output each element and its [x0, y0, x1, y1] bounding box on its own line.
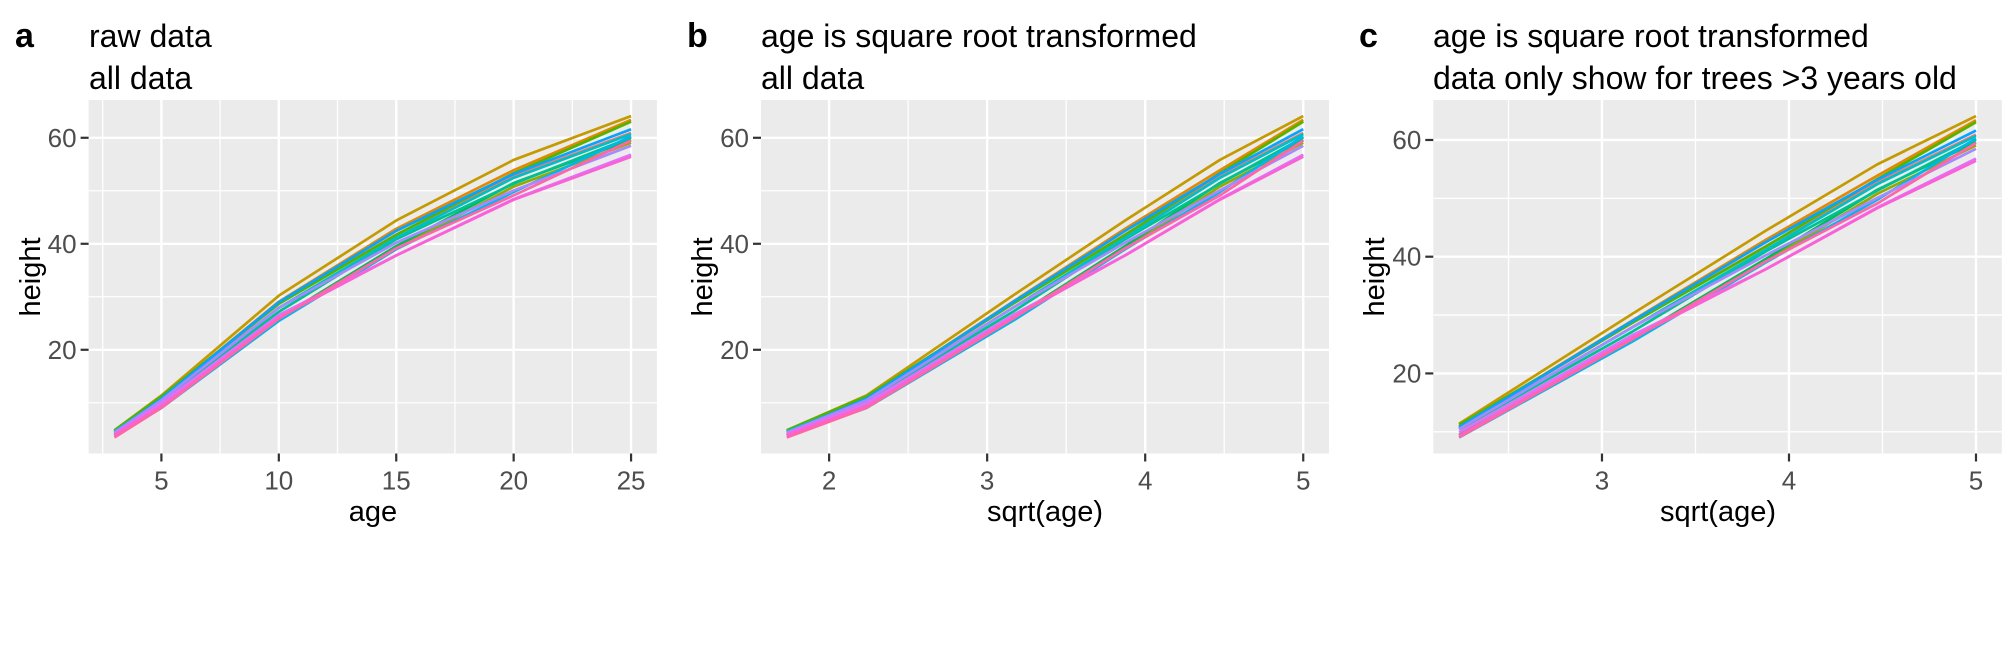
series-line	[786, 155, 1304, 437]
panel-c-plot-area: 3 4 5 20 40 60	[1392, 100, 2002, 496]
series-line	[786, 139, 1304, 439]
x-tick-label: 10	[264, 466, 293, 496]
x-tick-label: 5	[1969, 466, 1983, 496]
panel-c: 3 4 5 20 40 60 c age is square root transform…	[1359, 17, 2002, 528]
series-line	[113, 144, 632, 434]
series-line	[786, 120, 1304, 432]
panel-a-x-axis-title: age	[349, 496, 397, 528]
panel-a-title-line1: raw data	[89, 18, 212, 54]
y-tick-label: 40	[48, 229, 77, 259]
panel-c-title-line1: age is square root transformed	[1433, 18, 1869, 54]
x-tick-label: 15	[382, 466, 411, 496]
panel-b: 2 3 4 5 20 40 60 b age is square root transfor…	[687, 17, 1329, 528]
panel-b-x-axis-title: sqrt(age)	[987, 496, 1103, 528]
panel-b-tag: b	[687, 17, 708, 55]
y-tick-label: 20	[720, 335, 749, 365]
y-tick-label: 60	[1392, 125, 1421, 155]
panel-a-y-axis-title: height	[15, 237, 47, 316]
series-line	[113, 120, 632, 432]
series-line	[113, 139, 632, 439]
x-tick-label: 3	[980, 466, 994, 496]
panel-a-title-line2: all data	[89, 60, 192, 96]
panel-c-x-axis-title: sqrt(age)	[1660, 496, 1776, 528]
series-line	[113, 155, 632, 437]
panel-b-plot-area: 2 3 4 5 20 40 60	[720, 100, 1329, 496]
x-tick-label: 5	[1296, 466, 1310, 496]
x-tick-label: 25	[617, 466, 646, 496]
y-tick-label: 40	[720, 229, 749, 259]
panel-a-plot-area: 5 10 15 20 25 20 40 60	[48, 100, 657, 496]
x-tick-label: 20	[499, 466, 528, 496]
x-tick-label: 4	[1138, 466, 1152, 496]
series-line	[1458, 141, 1977, 439]
panel-c-title-line2: data only show for trees >3 years old	[1433, 60, 1957, 96]
panel-a-tag: a	[15, 17, 35, 55]
panel-b-y-axis-title: height	[687, 237, 719, 316]
y-tick-label: 60	[720, 123, 749, 153]
y-tick-label: 20	[48, 335, 77, 365]
x-tick-label: 4	[1782, 466, 1796, 496]
panel-b-title-line2: all data	[761, 60, 864, 96]
series-line	[786, 144, 1304, 434]
x-tick-label: 3	[1595, 466, 1609, 496]
panel-background	[761, 100, 1329, 454]
y-tick-label: 20	[1392, 358, 1421, 388]
x-tick-label: 2	[822, 466, 836, 496]
series-line	[1458, 147, 1977, 431]
panel-c-tag: c	[1359, 17, 1378, 55]
panel-c-y-axis-title: height	[1359, 237, 1391, 316]
panel-b-title-line1: age is square root transformed	[761, 18, 1197, 54]
series-line	[1458, 129, 1977, 429]
y-tick-label: 60	[48, 123, 77, 153]
y-tick-label: 40	[1392, 242, 1421, 272]
x-tick-label: 5	[154, 466, 168, 496]
series-line	[1458, 138, 1977, 431]
series-line	[1458, 114, 1977, 425]
